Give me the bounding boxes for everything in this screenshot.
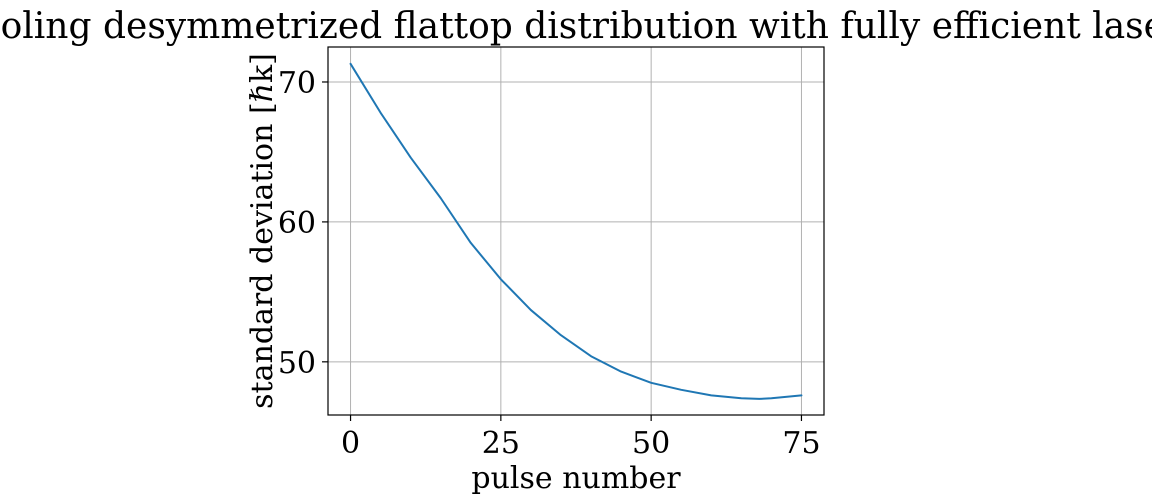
plot-frame — [327, 46, 825, 416]
x-tick-label: 25 — [482, 426, 520, 461]
x-axis-label: pulse number — [471, 461, 681, 496]
y-tick-label: 70 — [278, 66, 316, 101]
grid-lines — [328, 47, 824, 415]
y-axis-label: standard deviation [ℏk] — [245, 53, 280, 409]
x-tick-label: 50 — [632, 426, 670, 461]
series-line — [349, 62, 803, 400]
axis-ticks: 0 25 50 75 50 60 70 — [278, 66, 821, 461]
chart-title: Cooling desymmetrized flattop distributi… — [0, 6, 1152, 47]
y-tick-label: 50 — [278, 346, 316, 381]
x-tick-label: 75 — [782, 426, 820, 461]
x-tick-label: 0 — [341, 426, 360, 461]
series-line-group — [349, 62, 803, 400]
y-tick-label: 60 — [278, 206, 316, 241]
